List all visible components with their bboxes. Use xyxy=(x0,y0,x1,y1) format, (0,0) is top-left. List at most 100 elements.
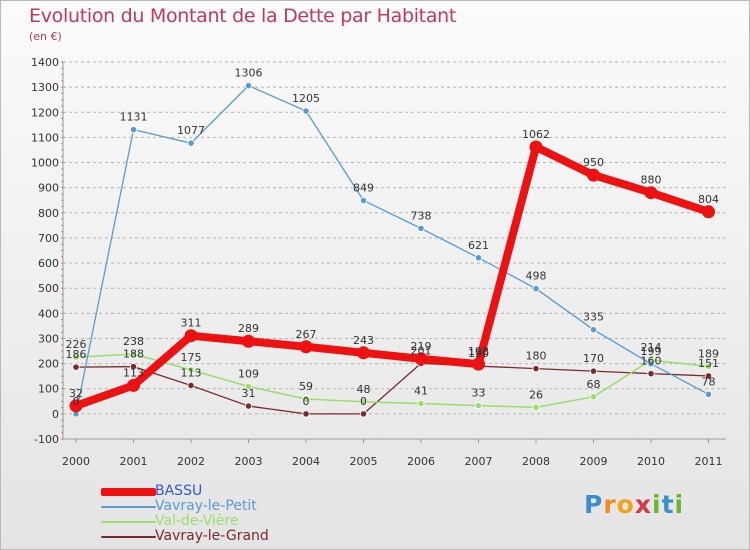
data-label: 188 xyxy=(123,348,144,361)
y-tick-label: 300 xyxy=(38,332,59,345)
y-tick-label: 0 xyxy=(52,408,59,421)
data-label: 880 xyxy=(641,174,662,187)
y-minor-tick xyxy=(61,155,63,157)
x-tick-label: 2009 xyxy=(580,455,608,468)
data-label: 186 xyxy=(66,348,87,361)
y-minor-tick xyxy=(61,413,63,415)
data-label: 335 xyxy=(583,311,604,324)
y-minor-tick xyxy=(61,287,63,289)
data-point xyxy=(244,382,253,391)
x-tick-label: 2000 xyxy=(62,455,90,468)
y-minor-tick xyxy=(61,243,63,245)
y-minor-tick xyxy=(61,168,63,170)
data-point xyxy=(184,329,198,343)
y-minor-tick xyxy=(61,394,63,396)
data-label: 151 xyxy=(698,357,719,370)
data-point xyxy=(359,410,368,418)
data-label: 0 xyxy=(303,395,310,408)
y-minor-tick xyxy=(61,92,63,94)
data-point xyxy=(532,285,540,293)
data-label: 201 xyxy=(411,344,432,357)
y-minor-tick xyxy=(61,375,63,377)
y-minor-tick xyxy=(61,344,63,346)
y-minor-tick xyxy=(61,312,63,314)
data-label: 267 xyxy=(296,328,317,341)
data-label: 311 xyxy=(181,317,202,330)
data-label: 190 xyxy=(468,347,489,360)
y-minor-tick xyxy=(61,74,63,76)
series-line-Vavray-le-Grand xyxy=(75,362,710,415)
data-label: 59 xyxy=(299,380,313,393)
data-label: 498 xyxy=(526,270,547,283)
data-point xyxy=(244,402,253,410)
y-minor-tick xyxy=(61,369,63,371)
data-point xyxy=(69,399,83,413)
y-tick-label: 800 xyxy=(38,207,59,220)
y-minor-tick xyxy=(61,331,63,333)
y-minor-tick xyxy=(61,206,63,208)
data-point xyxy=(302,410,310,418)
y-minor-tick xyxy=(61,212,63,214)
data-point xyxy=(647,360,655,368)
data-label: 243 xyxy=(353,334,374,347)
y-minor-tick xyxy=(61,162,63,164)
data-point xyxy=(72,353,80,361)
data-label: 0 xyxy=(360,395,367,408)
y-minor-tick xyxy=(61,325,63,327)
data-label: 41 xyxy=(414,385,428,398)
y-minor-tick xyxy=(61,350,63,352)
data-label: 226 xyxy=(66,338,87,351)
data-point xyxy=(472,357,485,371)
y-tick-label: 200 xyxy=(38,358,59,371)
data-label: 160 xyxy=(641,355,662,368)
data-point xyxy=(357,346,370,360)
y-minor-tick xyxy=(61,306,63,308)
data-labels: 32 113 311 289 267 243 219 198 1062 950 880 804 0 113… xyxy=(66,67,720,408)
data-point xyxy=(187,381,195,390)
y-minor-tick xyxy=(61,61,63,63)
data-point xyxy=(359,196,368,205)
data-point xyxy=(129,350,138,358)
logo-letter: i xyxy=(674,490,685,519)
y-minor-tick xyxy=(61,268,63,270)
data-label: 175 xyxy=(181,351,202,364)
data-label: 180 xyxy=(526,350,547,363)
data-point xyxy=(589,326,598,334)
data-label: 289 xyxy=(238,322,259,335)
data-point xyxy=(589,367,598,375)
legend-label: Vavray-le-Petit xyxy=(155,498,257,514)
y-minor-tick xyxy=(61,250,63,251)
x-tick-label: 2001 xyxy=(120,455,148,468)
data-point xyxy=(474,254,483,262)
y-tick-label: 1000 xyxy=(31,157,59,170)
chart-title: Evolution du Montant de la Dette par Hab… xyxy=(29,5,457,27)
data-label: 68 xyxy=(587,378,601,391)
data-label: 170 xyxy=(583,352,604,365)
data-label: 113 xyxy=(123,366,144,379)
data-label: 950 xyxy=(583,156,604,169)
data-label: 113 xyxy=(181,366,202,379)
y-minor-tick xyxy=(61,124,63,126)
y-tick-label: 600 xyxy=(38,257,59,270)
y-minor-tick xyxy=(61,105,63,107)
y-minor-tick xyxy=(61,300,63,302)
y-minor-tick xyxy=(61,337,63,339)
y-minor-tick xyxy=(61,356,63,358)
y-tick-label: 500 xyxy=(38,282,59,295)
y-tick-label: 100 xyxy=(38,383,59,396)
legend-label: Vavray-le-Grand xyxy=(155,528,269,544)
y-minor-tick xyxy=(61,438,63,440)
y-minor-tick xyxy=(61,381,63,383)
x-tick-label: 2010 xyxy=(637,455,665,468)
data-label: 33 xyxy=(472,387,486,400)
y-minor-tick xyxy=(61,99,63,101)
y-minor-tick xyxy=(61,118,63,120)
y-minor-tick xyxy=(61,86,63,88)
data-point xyxy=(302,395,310,403)
data-label: 78 xyxy=(702,375,716,388)
x-tick-label: 2002 xyxy=(177,455,205,468)
data-point xyxy=(417,224,425,232)
y-minor-tick xyxy=(61,224,63,226)
data-point xyxy=(187,139,195,147)
